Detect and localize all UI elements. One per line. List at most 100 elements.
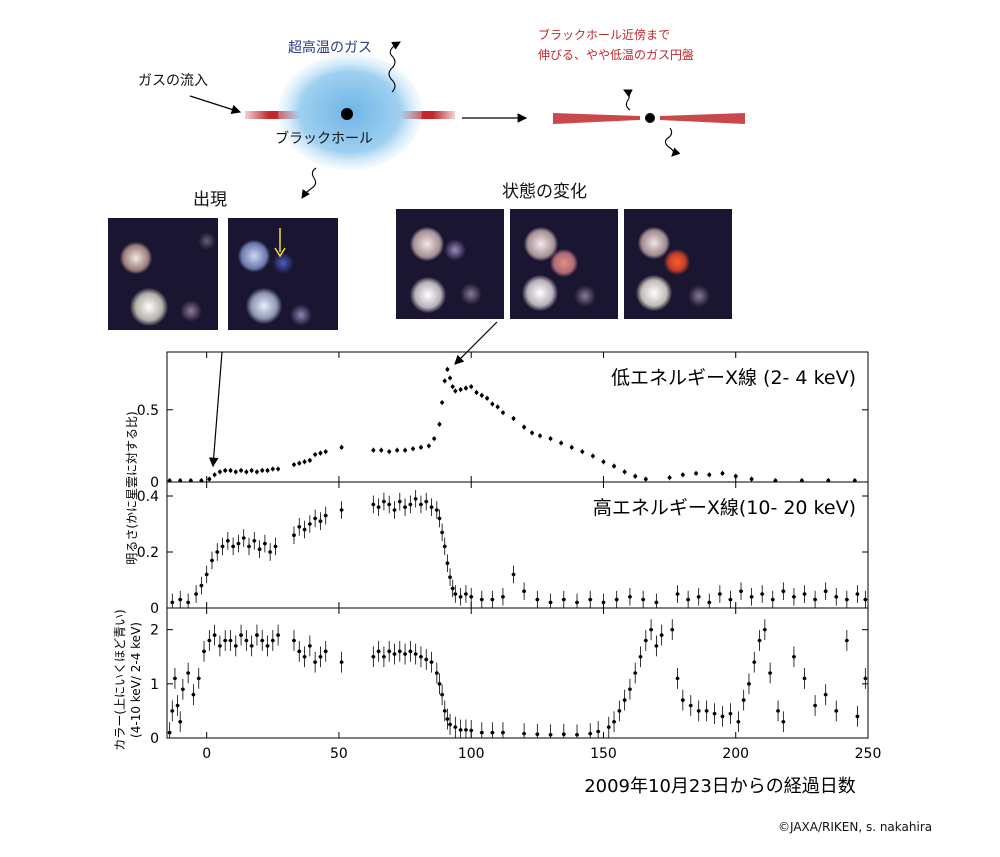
data-point-hard bbox=[855, 592, 860, 596]
thin-disk-left bbox=[553, 113, 640, 124]
data-point-soft bbox=[479, 393, 484, 398]
data-point-soft bbox=[464, 386, 468, 390]
ytick-label-hard: 0.2 bbox=[137, 545, 159, 561]
data-point-color bbox=[606, 725, 611, 729]
data-point-color bbox=[408, 649, 413, 654]
data-point-color bbox=[752, 660, 757, 664]
data-point-color bbox=[681, 698, 685, 702]
data-point-soft bbox=[530, 431, 534, 435]
xtick-label: 250 bbox=[855, 746, 882, 762]
data-point-hard bbox=[614, 597, 619, 602]
data-point-soft bbox=[199, 478, 204, 483]
data-point-color bbox=[440, 692, 444, 697]
ytick-label-color: 1 bbox=[150, 677, 159, 693]
data-point-hard bbox=[450, 586, 455, 591]
x-axis-label: 2009年10月23日からの経過日数 bbox=[584, 776, 856, 797]
data-point-soft bbox=[448, 376, 452, 380]
data-point-soft bbox=[773, 478, 778, 483]
inflow-disk-left bbox=[245, 111, 305, 119]
data-point-soft bbox=[501, 410, 505, 415]
data-point-color bbox=[387, 649, 392, 654]
data-point-hard bbox=[522, 589, 526, 593]
data-point-hard bbox=[170, 600, 175, 605]
data-point-soft bbox=[643, 477, 648, 481]
data-point-hard bbox=[749, 595, 754, 599]
data-point-color bbox=[823, 692, 828, 697]
data-point-soft bbox=[411, 446, 415, 451]
data-point-color bbox=[548, 732, 553, 737]
data-point-hard bbox=[728, 597, 733, 602]
data-point-color bbox=[239, 633, 243, 637]
data-point-color bbox=[776, 709, 780, 713]
data-point-hard bbox=[464, 592, 468, 596]
data-point-hard bbox=[199, 583, 204, 588]
data-point-color bbox=[633, 671, 638, 675]
data-point-hard bbox=[469, 595, 474, 599]
state-change-arrow bbox=[454, 321, 498, 365]
data-point-hard bbox=[834, 595, 839, 599]
data-point-soft bbox=[453, 389, 458, 393]
data-point-soft bbox=[276, 467, 280, 471]
data-point-hard bbox=[318, 519, 323, 523]
ytick-label-soft: 0 bbox=[150, 475, 159, 491]
data-point-hard bbox=[575, 600, 579, 605]
data-point-soft bbox=[178, 478, 183, 483]
data-point-soft bbox=[437, 422, 442, 427]
disk-label-line2: 伸びる、やや低温のガス円盤 bbox=[538, 48, 695, 62]
xtick-label: 150 bbox=[590, 746, 617, 762]
data-point-color bbox=[167, 730, 172, 735]
data-point-soft bbox=[207, 477, 212, 481]
data-point-color bbox=[863, 676, 868, 681]
data-point-color bbox=[318, 654, 323, 659]
data-point-soft bbox=[601, 459, 606, 464]
data-point-hard bbox=[297, 525, 302, 529]
data-point-soft bbox=[440, 400, 444, 405]
data-point-hard bbox=[863, 597, 868, 602]
data-point-hard bbox=[686, 597, 690, 602]
data-point-soft bbox=[244, 470, 249, 474]
data-point-color bbox=[292, 638, 296, 643]
data-point-color bbox=[612, 719, 616, 724]
data-point-hard bbox=[268, 550, 272, 554]
data-point-soft bbox=[255, 470, 259, 474]
data-point-hard bbox=[601, 600, 606, 605]
data-point-soft bbox=[559, 441, 563, 445]
data-point-soft bbox=[271, 467, 275, 471]
data-point-hard bbox=[419, 502, 423, 507]
data-point-hard bbox=[628, 595, 632, 599]
data-point-color bbox=[371, 654, 376, 659]
data-point-color bbox=[403, 652, 407, 656]
ytick-label-hard: 0 bbox=[150, 601, 159, 617]
data-point-hard bbox=[371, 502, 376, 507]
data-point-color bbox=[628, 687, 632, 692]
data-point-color bbox=[813, 703, 817, 708]
data-point-hard bbox=[323, 513, 328, 518]
data-point-soft bbox=[622, 470, 627, 474]
xtick-label: 100 bbox=[458, 746, 485, 762]
data-point-hard bbox=[339, 508, 344, 512]
data-point-soft bbox=[511, 416, 516, 421]
data-point-hard bbox=[424, 499, 429, 504]
data-point-color bbox=[501, 730, 505, 735]
sky-image-state-2 bbox=[510, 209, 618, 319]
data-point-color bbox=[233, 644, 238, 648]
data-point-hard bbox=[376, 505, 381, 510]
data-point-hard bbox=[257, 547, 262, 551]
data-point-color bbox=[855, 714, 860, 719]
data-point-color bbox=[696, 709, 701, 713]
data-point-color bbox=[302, 654, 307, 659]
data-point-color bbox=[649, 627, 653, 632]
data-point-soft bbox=[302, 459, 307, 464]
data-point-soft bbox=[265, 468, 270, 473]
data-point-color bbox=[297, 649, 302, 654]
data-point-color bbox=[445, 717, 450, 721]
data-point-color bbox=[173, 676, 177, 681]
data-point-hard bbox=[548, 600, 553, 605]
data-point-soft bbox=[458, 387, 463, 392]
data-point-soft bbox=[419, 445, 423, 450]
data-point-soft bbox=[826, 478, 831, 483]
data-point-color bbox=[834, 709, 839, 713]
data-point-color bbox=[728, 711, 733, 716]
data-point-color bbox=[435, 671, 439, 675]
